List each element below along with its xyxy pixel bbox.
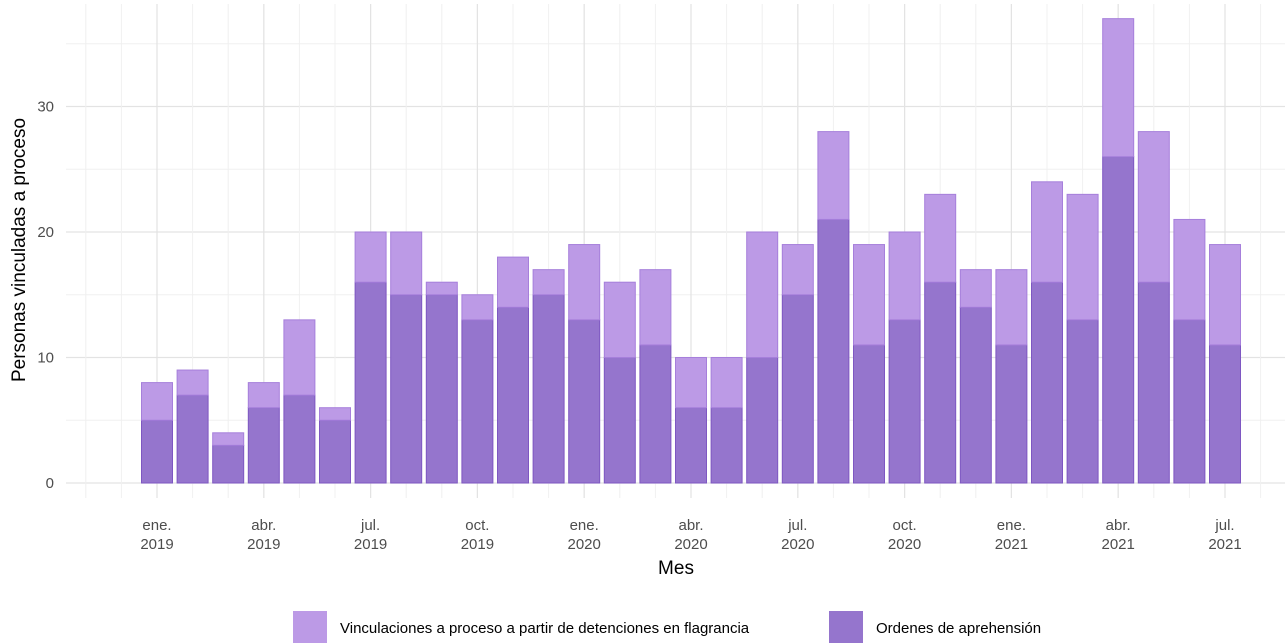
bar-ordenes-2019-11 <box>497 306 529 484</box>
x-tick-label-year: 2020 <box>568 536 601 553</box>
bar-ordenes-2021-04 <box>1102 156 1135 484</box>
y-axis-title: Personas vinculadas a proceso <box>9 118 30 382</box>
x-tick-label-month: ene. <box>570 517 599 534</box>
bar-vinculaciones-2020-01 <box>568 244 601 321</box>
x-tick-label-year: 2019 <box>247 536 280 553</box>
bar-ordenes-2020-03 <box>639 344 672 484</box>
bar-ordenes-2019-07 <box>354 281 387 484</box>
x-tick-label-month: ene. <box>142 517 171 534</box>
bar-ordenes-2019-04 <box>247 407 280 484</box>
bar-ordenes-2020-09 <box>853 344 885 484</box>
bar-vinculaciones-2019-04 <box>247 382 280 409</box>
bar-ordenes-2019-12 <box>532 294 565 484</box>
x-tick-label-month: abr. <box>678 517 703 534</box>
bar-ordenes-2020-12 <box>959 306 992 484</box>
x-tick-label-year: 2019 <box>354 536 387 553</box>
x-tick-label-month: oct. <box>465 517 489 534</box>
bar-vinculaciones-2020-11 <box>924 193 957 283</box>
bar-ordenes-2021-02 <box>1031 281 1063 484</box>
bar-vinculaciones-2020-07 <box>781 244 814 296</box>
bar-ordenes-2020-07 <box>781 294 814 484</box>
bar-ordenes-2019-10 <box>461 319 494 484</box>
bar-vinculaciones-2020-12 <box>959 269 992 308</box>
x-tick-label-month: jul. <box>360 517 380 534</box>
bar-vinculaciones-2021-06 <box>1173 218 1206 321</box>
y-tick-label: 20 <box>37 224 54 241</box>
bar-vinculaciones-2020-10 <box>888 231 921 321</box>
y-tick-label: 0 <box>46 475 54 492</box>
x-tick-label-year: 2021 <box>1208 536 1241 553</box>
bar-vinculaciones-2021-02 <box>1031 181 1063 283</box>
bar-ordenes-2019-01 <box>141 419 173 484</box>
bar-marks <box>141 18 1241 484</box>
x-axis-title: Mes <box>658 558 694 579</box>
bar-ordenes-2021-06 <box>1173 319 1206 484</box>
bar-vinculaciones-2019-07 <box>354 231 387 283</box>
bar-ordenes-2019-06 <box>319 419 351 484</box>
bar-vinculaciones-2019-03 <box>212 432 245 446</box>
bar-ordenes-2020-06 <box>746 357 779 484</box>
bar-ordenes-2021-05 <box>1137 281 1170 484</box>
bar-vinculaciones-2019-11 <box>497 256 529 308</box>
legend-label-ordenes: Ordenes de aprehensión <box>876 620 1041 637</box>
bar-ordenes-2020-05 <box>710 407 743 484</box>
bar-vinculaciones-2020-05 <box>710 357 743 409</box>
bar-ordenes-2021-03 <box>1066 319 1099 484</box>
bar-ordenes-2021-01 <box>995 344 1028 484</box>
bar-ordenes-2021-07 <box>1209 344 1241 484</box>
x-tick-label-month: abr. <box>251 517 276 534</box>
x-tick-label-year: 2020 <box>888 536 921 553</box>
bar-vinculaciones-2019-06 <box>319 407 351 421</box>
bar-ordenes-2020-08 <box>817 218 850 484</box>
bar-vinculaciones-2019-05 <box>283 319 316 396</box>
bar-ordenes-2019-09 <box>425 294 458 484</box>
bar-vinculaciones-2021-05 <box>1137 131 1170 283</box>
x-tick-label-month: jul. <box>787 517 807 534</box>
bar-vinculaciones-2020-06 <box>746 231 779 358</box>
bar-vinculaciones-2020-02 <box>603 281 636 359</box>
x-tick-label-year: 2019 <box>140 536 173 553</box>
x-tick-label-month: jul. <box>1214 517 1234 534</box>
x-tick-label-year: 2020 <box>674 536 707 553</box>
legend: Vinculaciones a proceso a partir de dete… <box>293 611 1041 643</box>
x-tick-label-year: 2021 <box>995 536 1028 553</box>
bar-vinculaciones-2020-09 <box>853 244 885 346</box>
bar-vinculaciones-2019-12 <box>532 269 565 296</box>
bar-ordenes-2019-03 <box>212 444 245 484</box>
bar-vinculaciones-2021-04 <box>1102 18 1135 158</box>
bar-vinculaciones-2019-08 <box>390 231 423 296</box>
legend-label-vinculaciones: Vinculaciones a proceso a partir de dete… <box>340 620 750 637</box>
x-axis-ticks: ene. 2019 abr. 2019 jul. 2019 oct. 2019 ene. 2020… <box>140 517 1241 553</box>
bar-vinculaciones-2021-03 <box>1066 193 1099 321</box>
bar-vinculaciones-2019-09 <box>425 281 458 296</box>
bar-vinculaciones-2020-03 <box>639 269 672 346</box>
bar-vinculaciones-2020-04 <box>675 357 707 409</box>
bar-ordenes-2020-10 <box>888 319 921 484</box>
bar-ordenes-2019-02 <box>176 394 209 484</box>
x-tick-label-year: 2019 <box>461 536 494 553</box>
x-tick-label-month: oct. <box>893 517 917 534</box>
y-axis-ticks: 0 10 20 30 <box>37 99 54 493</box>
bar-vinculaciones-2021-07 <box>1209 244 1241 346</box>
bar-vinculaciones-2021-01 <box>995 269 1028 346</box>
bar-ordenes-2019-08 <box>390 294 423 484</box>
x-tick-label-month: abr. <box>1106 517 1131 534</box>
legend-key-ordenes <box>829 611 863 643</box>
bar-ordenes-2020-11 <box>924 281 957 484</box>
bar-ordenes-2020-02 <box>603 357 636 484</box>
x-tick-label-month: ene. <box>997 517 1026 534</box>
bar-vinculaciones-2019-02 <box>176 369 209 396</box>
y-tick-label: 30 <box>37 99 54 116</box>
x-tick-label-year: 2020 <box>781 536 814 553</box>
bar-vinculaciones-2019-01 <box>141 382 173 421</box>
bar-ordenes-2020-04 <box>675 407 707 484</box>
y-tick-label: 10 <box>37 350 54 367</box>
legend-key-vinculaciones <box>293 611 327 643</box>
x-tick-label-year: 2021 <box>1102 536 1135 553</box>
bar-vinculaciones-2019-10 <box>461 294 494 321</box>
bar-ordenes-2020-01 <box>568 319 601 484</box>
bar-vinculaciones-2020-08 <box>817 131 850 220</box>
bar-ordenes-2019-05 <box>283 394 316 484</box>
